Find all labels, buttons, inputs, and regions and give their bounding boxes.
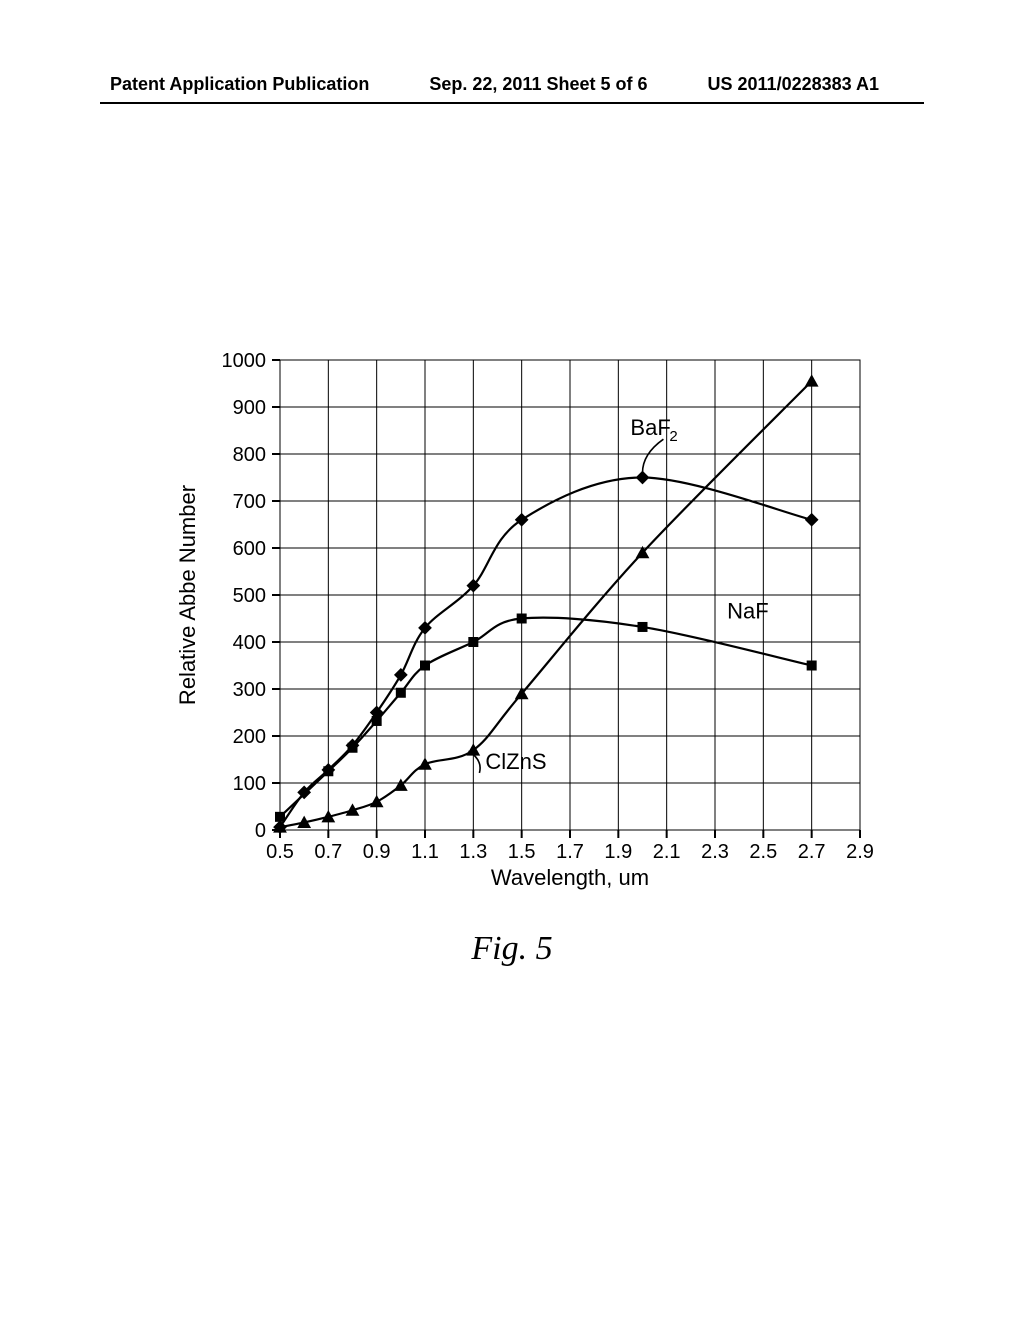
y-tick-label: 800: [233, 444, 266, 466]
y-tick-label: 300: [233, 679, 266, 701]
series-label-sub: 2: [669, 428, 677, 445]
header-left: Patent Application Publication: [110, 74, 369, 95]
x-tick-label: 1.1: [411, 841, 439, 863]
y-tick-label: 600: [233, 538, 266, 560]
x-tick-label: 1.7: [556, 841, 584, 863]
x-tick-label: 2.3: [701, 841, 729, 863]
header-center: Sep. 22, 2011 Sheet 5 of 6: [429, 74, 647, 95]
y-tick-label: 200: [233, 726, 266, 748]
x-tick-label: 1.3: [459, 841, 487, 863]
series-label: ClZnS: [485, 749, 546, 774]
y-tick-label: 0: [255, 820, 266, 842]
header-divider: [100, 102, 924, 104]
x-tick-label: 2.9: [846, 841, 874, 863]
x-tick-label: 0.7: [314, 841, 342, 863]
x-tick-label: 1.9: [604, 841, 632, 863]
y-axis-label: Relative Abbe Number: [175, 485, 200, 705]
x-tick-label: 2.5: [749, 841, 777, 863]
y-tick-label: 900: [233, 397, 266, 419]
x-axis-label: Wavelength, um: [491, 865, 649, 890]
abbe-chart: 0 100 200 300 400 500 600 700 800 900 1000 0.5 0.7 0.…: [120, 350, 880, 890]
y-tick-label: 100: [233, 773, 266, 795]
x-tick-label: 2.7: [798, 841, 826, 863]
x-tick-label: 0.9: [363, 841, 391, 863]
y-tick-label: 700: [233, 491, 266, 513]
x-tick-label: 0.5: [266, 841, 294, 863]
y-tick-label: 1000: [222, 350, 267, 372]
page-header: Patent Application Publication Sep. 22, …: [0, 74, 1024, 95]
y-tick-label: 400: [233, 632, 266, 654]
figure-caption: Fig. 5: [0, 930, 1024, 968]
header-right: US 2011/0228383 A1: [708, 74, 879, 95]
series-label: NaF: [727, 599, 769, 624]
chart-svg: 0 100 200 300 400 500 600 700 800 900 1000 0.5 0.7 0.…: [120, 350, 880, 890]
series-label: BaF: [630, 415, 670, 440]
x-tick-label: 1.5: [508, 841, 536, 863]
y-tick-label: 500: [233, 585, 266, 607]
x-tick-label: 2.1: [653, 841, 681, 863]
